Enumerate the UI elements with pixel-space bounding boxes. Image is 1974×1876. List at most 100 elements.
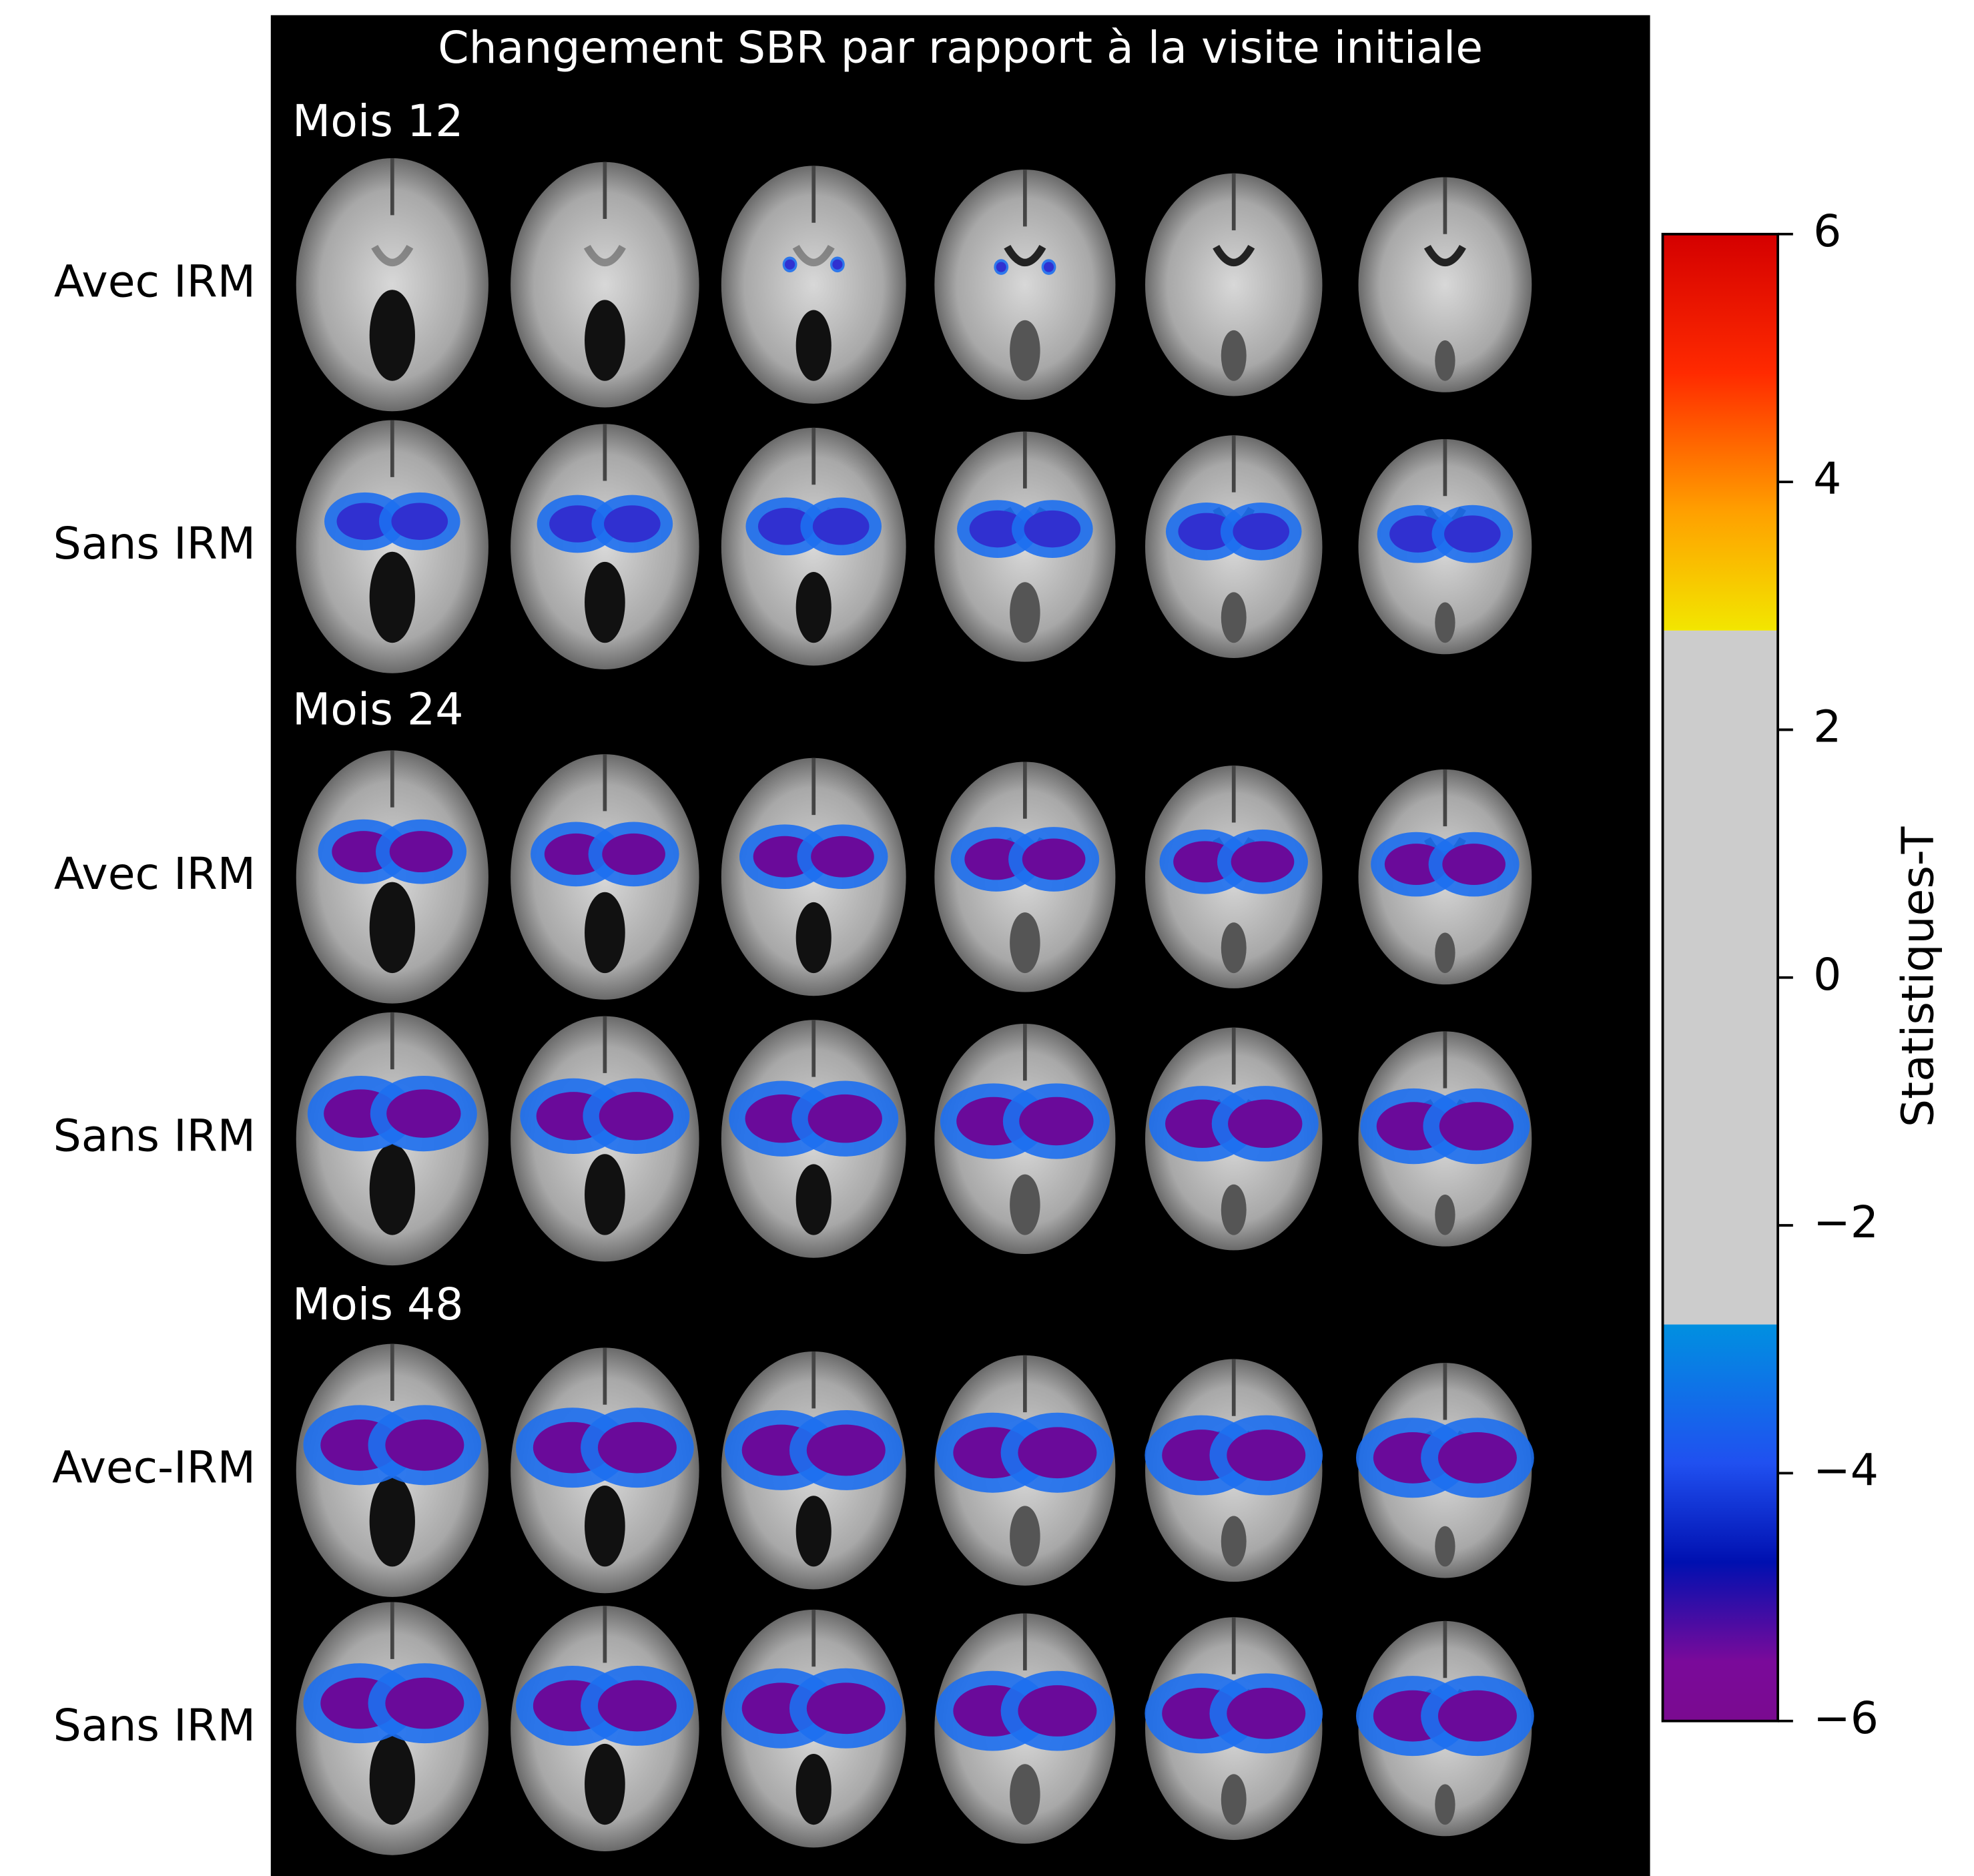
brain-slice <box>1145 1027 1323 1251</box>
brain-slice <box>934 170 1116 400</box>
colorbar-tick-label: −4 <box>1813 1444 1879 1496</box>
brain-slice <box>511 1347 699 1594</box>
blob-inner <box>1178 513 1235 551</box>
brain-slice <box>1358 177 1532 392</box>
brain-slice <box>1358 769 1532 985</box>
ventricle-front <box>792 244 835 267</box>
brain <box>1145 173 1323 396</box>
blob-inner <box>806 1682 886 1735</box>
ventricle <box>369 551 415 643</box>
ventricle <box>1435 1526 1455 1567</box>
blob-inner <box>386 1089 461 1138</box>
ventricle <box>1010 1764 1040 1825</box>
brain <box>511 162 699 408</box>
brain <box>296 158 488 412</box>
brain-slice <box>1358 438 1532 655</box>
blob-inner <box>336 503 394 540</box>
ventricle <box>795 1496 832 1567</box>
brain-slice <box>1144 1359 1323 1582</box>
ventricle <box>585 892 625 974</box>
ventricle <box>585 1154 625 1235</box>
colorbar-label: Statistiques-T <box>1891 826 1943 1127</box>
row-label: Sans IRM <box>53 1110 256 1162</box>
blob-inner <box>969 510 1026 548</box>
ventricle <box>585 1743 625 1825</box>
ventricle-front <box>1423 244 1466 267</box>
brain-slice <box>511 424 699 670</box>
blob-inner <box>1024 510 1081 548</box>
brain-slice <box>721 166 906 404</box>
ventricle <box>1435 602 1455 643</box>
ventricle <box>795 1754 832 1825</box>
ventricle <box>1221 1516 1247 1567</box>
blob-inner <box>385 1677 464 1729</box>
ventricle <box>1010 582 1040 643</box>
ventricle <box>369 1475 415 1567</box>
brain-slice <box>1145 435 1323 658</box>
brain <box>934 170 1116 400</box>
ventricle-front <box>1004 244 1046 267</box>
ventricle <box>795 310 832 381</box>
blob-inner <box>1227 1430 1306 1481</box>
ventricle-front <box>371 244 414 267</box>
ventricle <box>1435 340 1455 381</box>
blob-inner <box>597 1422 677 1474</box>
brain <box>1358 177 1532 392</box>
slices <box>296 158 1534 1855</box>
ventricle <box>795 572 832 643</box>
ventricle <box>369 1733 415 1825</box>
blob-inner <box>1389 515 1446 553</box>
blob-inner <box>1018 1427 1097 1479</box>
colorbar-hot <box>1662 234 1778 631</box>
blob-inner <box>996 262 1006 272</box>
row-label: Avec IRM <box>54 256 256 308</box>
brain-slice <box>934 761 1116 992</box>
brain-slice <box>721 1609 906 1848</box>
blob-inner <box>757 508 815 545</box>
brain <box>296 750 488 1004</box>
brain-slice <box>296 750 488 1004</box>
ventricle <box>1010 912 1040 974</box>
ventricle <box>1221 1774 1247 1825</box>
ventricle <box>585 1486 625 1567</box>
brain-slice <box>296 1343 488 1597</box>
colorbar-tick-label: −2 <box>1813 1196 1879 1248</box>
blob-inner <box>1437 1690 1517 1742</box>
brain-slice <box>511 754 699 1000</box>
ventricle <box>1221 1184 1247 1235</box>
blob-inner <box>811 836 874 878</box>
ventricle <box>1221 922 1247 974</box>
group-label: Mois 24 <box>292 683 463 735</box>
blob-inner <box>602 833 665 875</box>
brain-slice <box>721 757 906 996</box>
brain-slice <box>1356 1620 1534 1837</box>
blob-inner <box>597 1680 677 1732</box>
blob-inner <box>604 505 661 543</box>
blob-inner <box>1439 1102 1514 1151</box>
blob-inner <box>1043 262 1054 272</box>
colorbar-tick-label: 4 <box>1813 452 1841 505</box>
ventricle <box>585 300 625 381</box>
blob-inner <box>1018 1685 1097 1737</box>
brain <box>296 420 488 673</box>
brain-slice <box>1358 1031 1532 1247</box>
figure-title: Changement SBR par rapport à la visite i… <box>438 21 1483 73</box>
blob-inner <box>1231 841 1295 883</box>
brain-slice <box>934 1355 1116 1586</box>
blob-inner <box>391 503 448 540</box>
blob-inner <box>385 1419 464 1471</box>
colorbar-tick-label: 2 <box>1813 700 1841 752</box>
ventricle <box>795 902 832 974</box>
colorbar-tick-label: 6 <box>1813 205 1841 257</box>
ventricle-front <box>583 244 626 267</box>
brain-slice <box>721 1351 906 1590</box>
brain-slice <box>296 1012 488 1266</box>
blob-inner <box>549 505 606 543</box>
brain-slice <box>1145 173 1323 396</box>
ventricle <box>1435 932 1455 974</box>
blob-inner <box>599 1092 674 1141</box>
blob-inner <box>1233 513 1290 551</box>
brain-slice <box>721 1020 906 1258</box>
blob-inner <box>1437 1432 1517 1484</box>
